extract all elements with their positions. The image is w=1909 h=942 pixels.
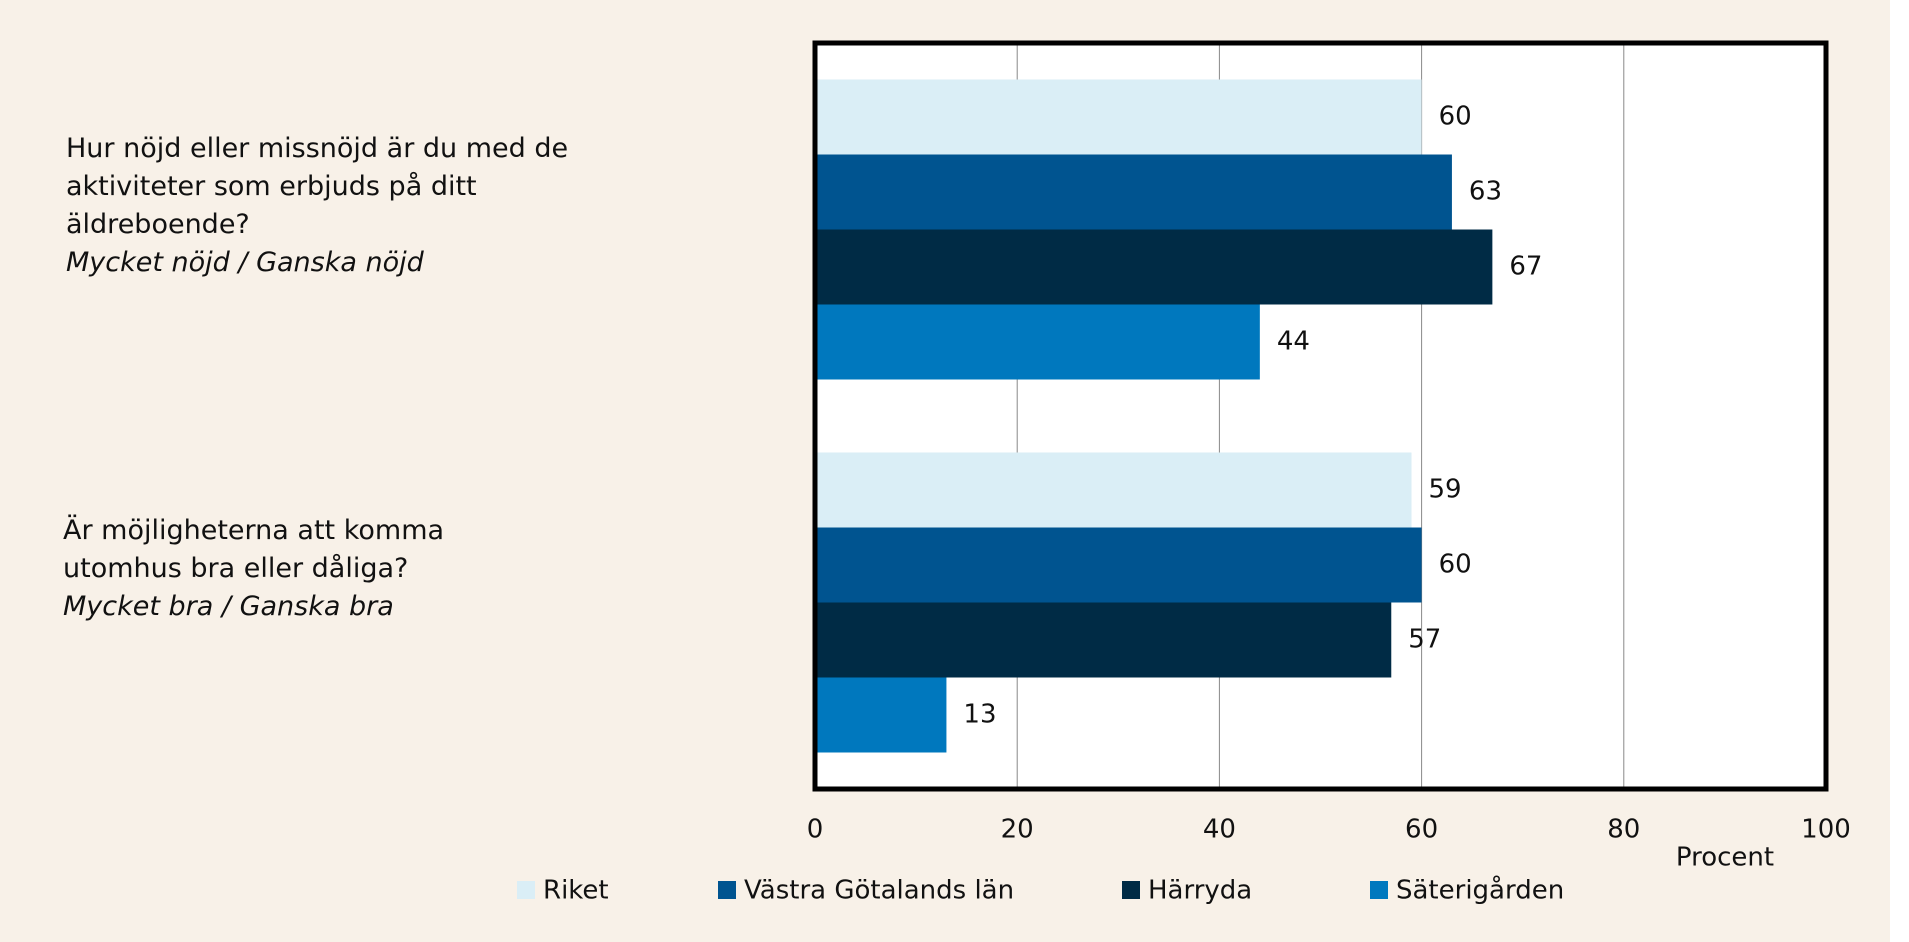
data-label: 44 [1277, 327, 1310, 357]
bar [815, 452, 1412, 528]
category-subtitle: Mycket nöjd / Ganska nöjd [66, 247, 424, 278]
legend-label: Västra Götalands län [744, 876, 1014, 906]
bar [815, 602, 1392, 678]
x-tick-label: 0 [807, 815, 824, 845]
legend-label: Säterigården [1396, 875, 1564, 906]
x-tick-label: 80 [1607, 815, 1640, 845]
bar [815, 154, 1452, 230]
category-question: Är möjligheterna att komma utomhus bra e… [63, 515, 445, 584]
bar [815, 304, 1260, 380]
x-axis-label: Procent [1676, 843, 1774, 873]
category-label: Är möjligheterna att komma utomhus bra e… [63, 512, 518, 626]
data-label: 60 [1439, 102, 1472, 132]
data-label: 60 [1439, 550, 1472, 580]
x-tick-label: 100 [1801, 815, 1851, 845]
data-label: 13 [963, 700, 996, 730]
x-tick-label: 60 [1405, 815, 1438, 845]
legend-label: Riket [543, 876, 609, 906]
x-tick-label: 20 [1001, 815, 1034, 845]
bar [815, 79, 1422, 155]
category-subtitle: Mycket bra / Ganska bra [63, 591, 394, 622]
category-question: Hur nöjd eller missnöjd är du med de akt… [66, 133, 569, 240]
x-tick-label: 40 [1203, 815, 1236, 845]
category-label: Hur nöjd eller missnöjd är du med de akt… [66, 130, 596, 282]
legend-label: Härryda [1148, 876, 1252, 906]
legend-swatch [718, 881, 736, 899]
legend-swatch [517, 881, 535, 899]
legend-swatch [1122, 881, 1140, 899]
legend-swatch [1370, 881, 1388, 899]
bar [815, 229, 1493, 305]
plot-frame [812, 40, 1829, 792]
data-label: 63 [1469, 177, 1502, 207]
data-label: 57 [1408, 625, 1441, 655]
data-label: 59 [1428, 475, 1461, 505]
data-label: 67 [1509, 252, 1542, 282]
bar [815, 677, 947, 753]
bar [815, 527, 1422, 603]
